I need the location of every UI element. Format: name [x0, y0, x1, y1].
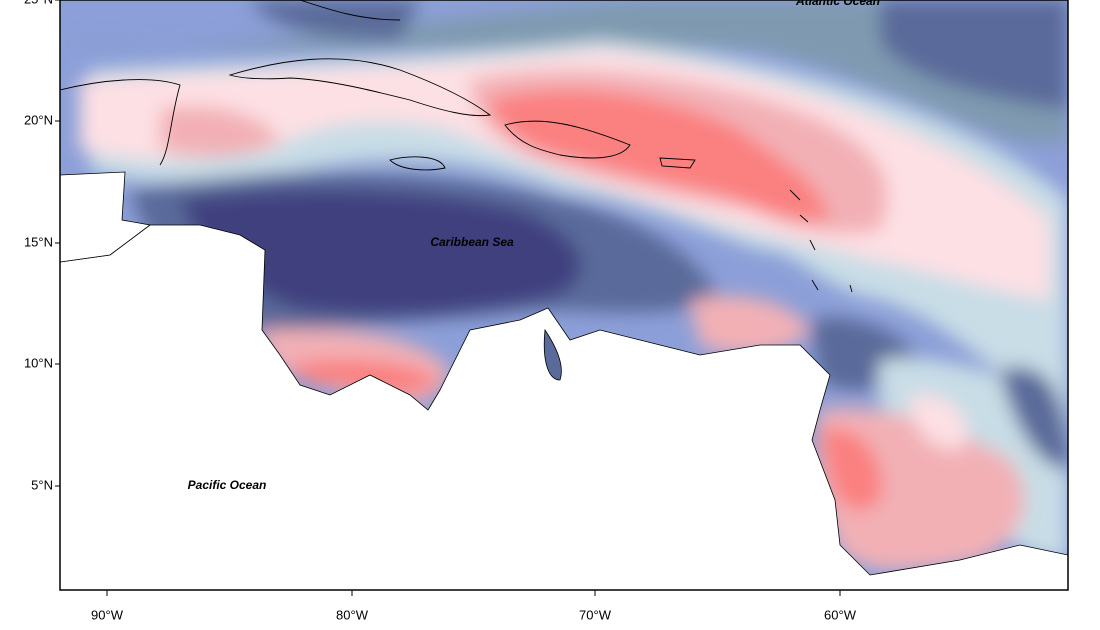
anomaly-field — [60, 0, 1068, 590]
y-tick-label: 10°N — [24, 355, 53, 370]
y-tick-label: 25°N — [24, 0, 53, 6]
x-tick-label: 90°W — [91, 607, 124, 622]
ocean-label: Caribbean Sea — [430, 235, 514, 249]
y-tick-label: 15°N — [24, 234, 53, 249]
x-tick-label: 80°W — [336, 607, 369, 622]
ocean-label: Atlantic Ocean — [795, 0, 880, 8]
y-tick-label: 20°N — [24, 112, 53, 127]
y-tick-label: 5°N — [31, 477, 53, 492]
ocean-label: Pacific Ocean — [188, 478, 267, 492]
x-tick-label: 60°W — [824, 607, 857, 622]
coastlines — [60, 0, 853, 293]
x-tick-label: 70°W — [579, 607, 612, 622]
map-frame — [59, 0, 1069, 591]
